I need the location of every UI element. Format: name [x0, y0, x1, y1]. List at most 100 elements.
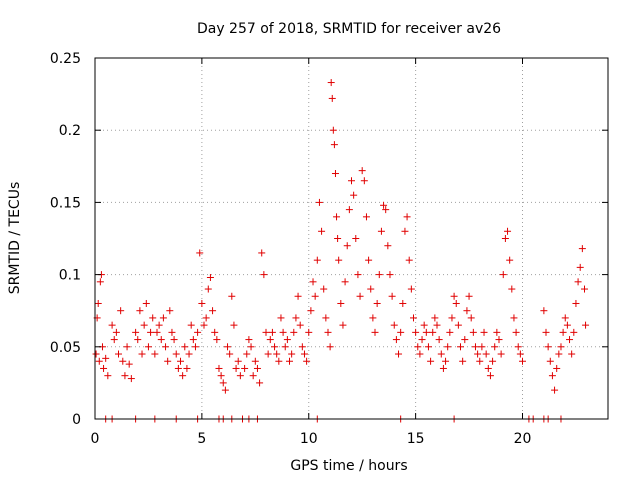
data-point	[226, 350, 234, 358]
data-point	[559, 328, 567, 336]
data-point	[260, 271, 268, 279]
data-point	[328, 94, 336, 102]
y-tick-label: 0.05	[50, 340, 81, 356]
data-point	[115, 350, 123, 358]
data-point	[296, 321, 304, 329]
x-tick-label: 5	[197, 431, 206, 447]
data-point	[286, 357, 294, 365]
data-point	[324, 328, 332, 336]
x-tick-label: 15	[407, 431, 425, 447]
data-point	[516, 350, 524, 358]
data-point	[450, 292, 458, 300]
x-axis-ticks: 0 5 10 15 20	[91, 58, 531, 447]
data-point	[134, 336, 142, 344]
data-point	[563, 321, 571, 329]
data-point	[102, 354, 110, 362]
data-point	[147, 328, 155, 336]
data-point	[326, 343, 334, 351]
data-point	[448, 314, 456, 322]
data-point	[489, 357, 497, 365]
data-point	[121, 372, 129, 380]
data-point	[508, 285, 516, 293]
data-point	[217, 372, 225, 380]
data-point	[572, 299, 580, 307]
data-point	[191, 343, 199, 351]
data-point	[108, 321, 116, 329]
data-point	[322, 314, 330, 322]
data-point	[380, 201, 388, 209]
data-point	[469, 328, 477, 336]
data-point	[467, 314, 475, 322]
data-point	[335, 256, 343, 264]
data-point	[352, 235, 360, 242]
data-point	[168, 328, 176, 336]
data-point	[94, 299, 102, 307]
data-point	[174, 364, 182, 372]
data-point	[123, 343, 131, 351]
data-point	[159, 314, 167, 322]
data-point	[334, 235, 342, 242]
data-point	[266, 336, 274, 344]
data-point	[557, 343, 565, 351]
data-point	[215, 364, 223, 372]
data-point	[187, 321, 195, 329]
data-point	[369, 314, 377, 322]
chart-title: Day 257 of 2018, SRMTID for receiver av2…	[197, 21, 501, 37]
data-point	[439, 364, 447, 372]
data-point	[271, 343, 279, 351]
data-point	[446, 328, 454, 336]
data-point	[367, 285, 375, 293]
data-point	[397, 328, 405, 336]
data-point	[221, 386, 229, 394]
data-point	[493, 328, 501, 336]
data-point	[277, 314, 285, 322]
data-point	[390, 321, 398, 329]
data-point	[100, 364, 108, 372]
data-point	[329, 126, 337, 134]
data-point	[429, 328, 437, 336]
data-point	[486, 372, 494, 380]
data-point	[574, 278, 582, 286]
data-point	[412, 328, 420, 336]
data-point	[350, 191, 358, 199]
data-point	[181, 343, 189, 351]
data-point	[283, 336, 291, 344]
data-point	[206, 273, 214, 281]
data-point	[546, 357, 554, 365]
data-point	[544, 343, 552, 351]
data-point	[582, 321, 590, 329]
data-point	[185, 350, 193, 358]
data-point	[258, 249, 266, 257]
data-point	[268, 328, 276, 336]
data-point	[371, 328, 379, 336]
data-point	[471, 343, 479, 351]
y-tick-label: 0.15	[50, 195, 81, 211]
data-point	[386, 271, 394, 279]
data-point	[504, 227, 512, 235]
data-point	[300, 350, 308, 358]
data-point	[365, 256, 373, 264]
data-point	[117, 307, 125, 315]
data-point	[454, 321, 462, 329]
data-point	[256, 379, 264, 387]
data-point	[288, 350, 296, 358]
data-point	[157, 336, 165, 344]
data-point	[307, 307, 315, 315]
data-point	[418, 336, 426, 344]
data-point	[580, 285, 588, 293]
data-point	[395, 350, 403, 358]
data-point	[331, 170, 339, 178]
data-point	[162, 343, 170, 351]
data-point	[553, 364, 561, 372]
data-point	[561, 314, 569, 322]
data-point	[112, 328, 120, 336]
data-point	[510, 314, 518, 322]
data-point	[224, 343, 232, 351]
data-point	[478, 343, 486, 351]
data-point	[476, 357, 484, 365]
data-point	[320, 285, 328, 293]
data-point	[144, 343, 152, 351]
data-point	[140, 321, 148, 329]
data-point	[204, 285, 212, 293]
